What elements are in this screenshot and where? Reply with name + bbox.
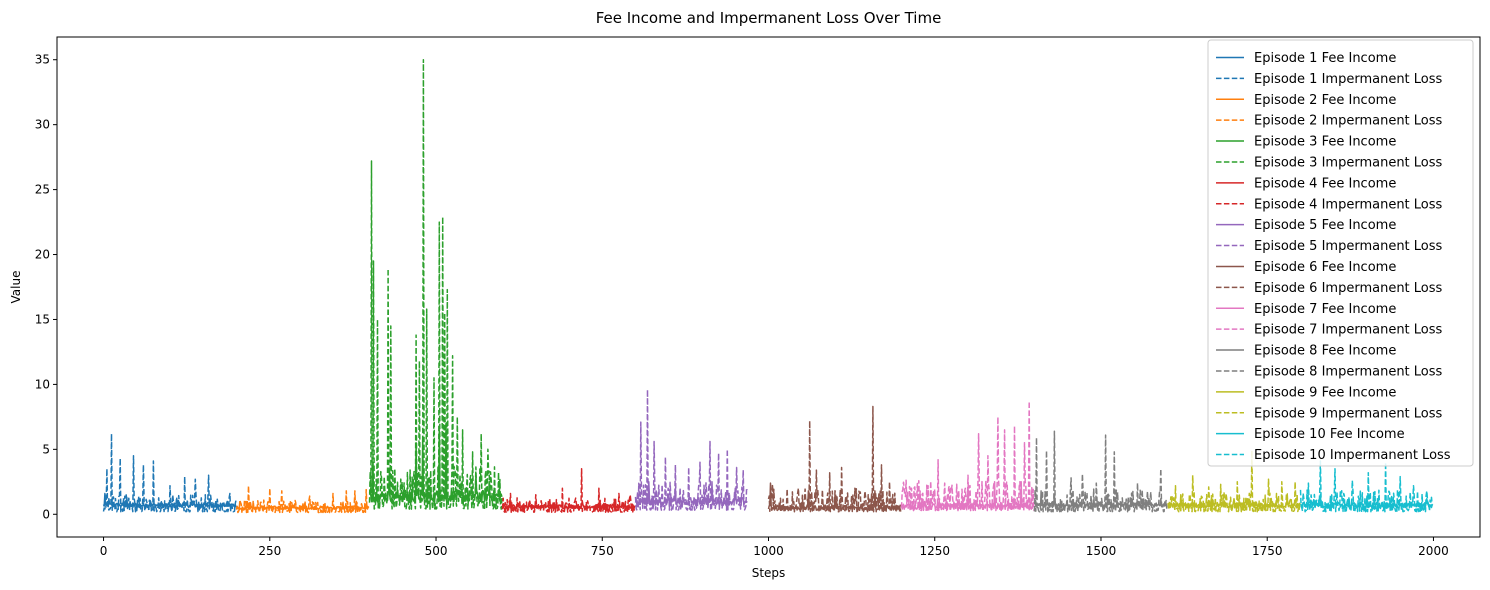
legend-label: Episode 9 Impermanent Loss [1254,406,1443,421]
chart-title: Fee Income and Impermanent Loss Over Tim… [596,9,942,27]
legend-label: Episode 7 Fee Income [1254,302,1396,317]
legend-label: Episode 3 Impermanent Loss [1254,155,1443,170]
legend-box [1207,39,1474,467]
y-tick-label: 5 [42,442,50,456]
legend-label: Episode 9 Fee Income [1254,385,1396,400]
legend-label: Episode 4 Fee Income [1254,176,1396,191]
x-tick-label: 1750 [1252,544,1283,558]
y-tick-label: 35 [35,53,50,67]
y-axis-label: Value [9,271,23,304]
x-tick-label: 1500 [1086,544,1117,558]
legend-label: Episode 5 Fee Income [1254,218,1396,233]
legend: Episode 1 Fee Income Episode 1 Impermanen… [1207,39,1474,467]
x-tick-label: 750 [591,544,614,558]
series-line-20 [1299,460,1434,513]
legend-label: Episode 2 Fee Income [1254,93,1396,108]
series-line-18 [1167,449,1301,513]
legend-label: Episode 8 Impermanent Loss [1254,364,1443,379]
legend-label: Episode 7 Impermanent Loss [1254,323,1443,338]
x-tick-label: 500 [425,544,448,558]
x-axis: 0 250 500 750 1000 1250 1500 1750 2000 [100,537,1449,558]
series-line-16 [1033,430,1168,513]
legend-label: Episode 10 Fee Income [1254,427,1405,442]
series-line-9 [634,481,748,506]
legend-label: Episode 5 Impermanent Loss [1254,239,1443,254]
legend-label: Episode 8 Fee Income [1254,344,1396,359]
x-tick-label: 2000 [1418,544,1449,558]
legend-label: Episode 3 Fee Income [1254,135,1396,150]
y-tick-label: 25 [35,183,50,197]
legend-label: Episode 2 Impermanent Loss [1254,114,1443,129]
y-tick-label: 0 [42,507,50,521]
y-tick-label: 30 [35,118,50,132]
y-axis: 0 5 10 15 20 25 30 35 [35,53,57,521]
series-line-4 [235,484,370,514]
legend-label: Episode 1 Fee Income [1254,51,1396,66]
x-axis-label: Steps [752,566,786,580]
legend-label: Episode 1 Impermanent Loss [1254,72,1443,87]
legend-label: Episode 10 Impermanent Loss [1254,448,1451,463]
series-line-8 [501,468,636,513]
legend-label: Episode 6 Impermanent Loss [1254,281,1443,296]
x-tick-label: 0 [100,544,108,558]
y-tick-label: 10 [35,377,50,391]
series-line-14 [900,400,1035,512]
series-line-12 [767,405,902,513]
series-line-6 [368,58,503,510]
y-tick-label: 15 [35,312,50,326]
x-tick-label: 250 [258,544,281,558]
x-tick-label: 1000 [753,544,784,558]
series-layer [102,58,1434,514]
y-tick-label: 20 [35,248,50,262]
series-line-2 [102,433,237,513]
series-line-10 [634,388,748,511]
legend-label: Episode 4 Impermanent Loss [1254,197,1443,212]
legend-label: Episode 6 Fee Income [1254,260,1396,275]
x-tick-label: 1250 [919,544,950,558]
